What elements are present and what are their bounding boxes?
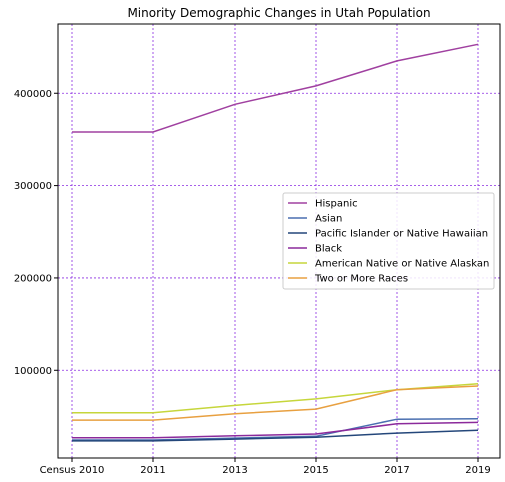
- y-tick-label: 400000: [14, 89, 52, 100]
- x-tick-label: 2015: [303, 465, 328, 476]
- legend-label: Asian: [315, 214, 342, 225]
- series-line-two-or-more-races: [72, 385, 479, 421]
- y-tick-label: 300000: [14, 181, 52, 192]
- y-tick-label: 200000: [14, 273, 52, 284]
- series-line-pacific-islander-or-native-hawaiian: [72, 429, 479, 442]
- axes: Census 2010 2011 2013 2015 2017 2019 100000 200…: [14, 89, 491, 476]
- x-tick-label: 2013: [222, 465, 247, 476]
- legend-box: [282, 192, 495, 290]
- legend-label: Hispanic: [315, 199, 358, 210]
- x-tick-label: Census 2010: [40, 465, 105, 476]
- series-lines: [72, 43, 479, 442]
- plot-frame: [57, 23, 501, 459]
- legend-label: Pacific Islander or Native Hawaiian: [315, 229, 488, 240]
- legend-label: American Native or Native Alaskan: [315, 259, 489, 270]
- series-line-asian: [72, 418, 479, 441]
- legend-label: Black: [315, 244, 342, 255]
- legend: Hispanic Asian Pacific Islander or Native …: [282, 192, 495, 290]
- y-tick-label: 100000: [14, 366, 52, 377]
- series-line-black: [72, 421, 479, 439]
- x-tick-label: 2011: [140, 465, 165, 476]
- series-line-hispanic: [72, 43, 479, 133]
- legend-label: Two or More Races: [314, 274, 408, 285]
- chart-title: Minority Demographic Changes in Utah Pop…: [127, 6, 430, 20]
- x-tick-label: 2017: [384, 465, 409, 476]
- x-tick-label: 2019: [465, 465, 490, 476]
